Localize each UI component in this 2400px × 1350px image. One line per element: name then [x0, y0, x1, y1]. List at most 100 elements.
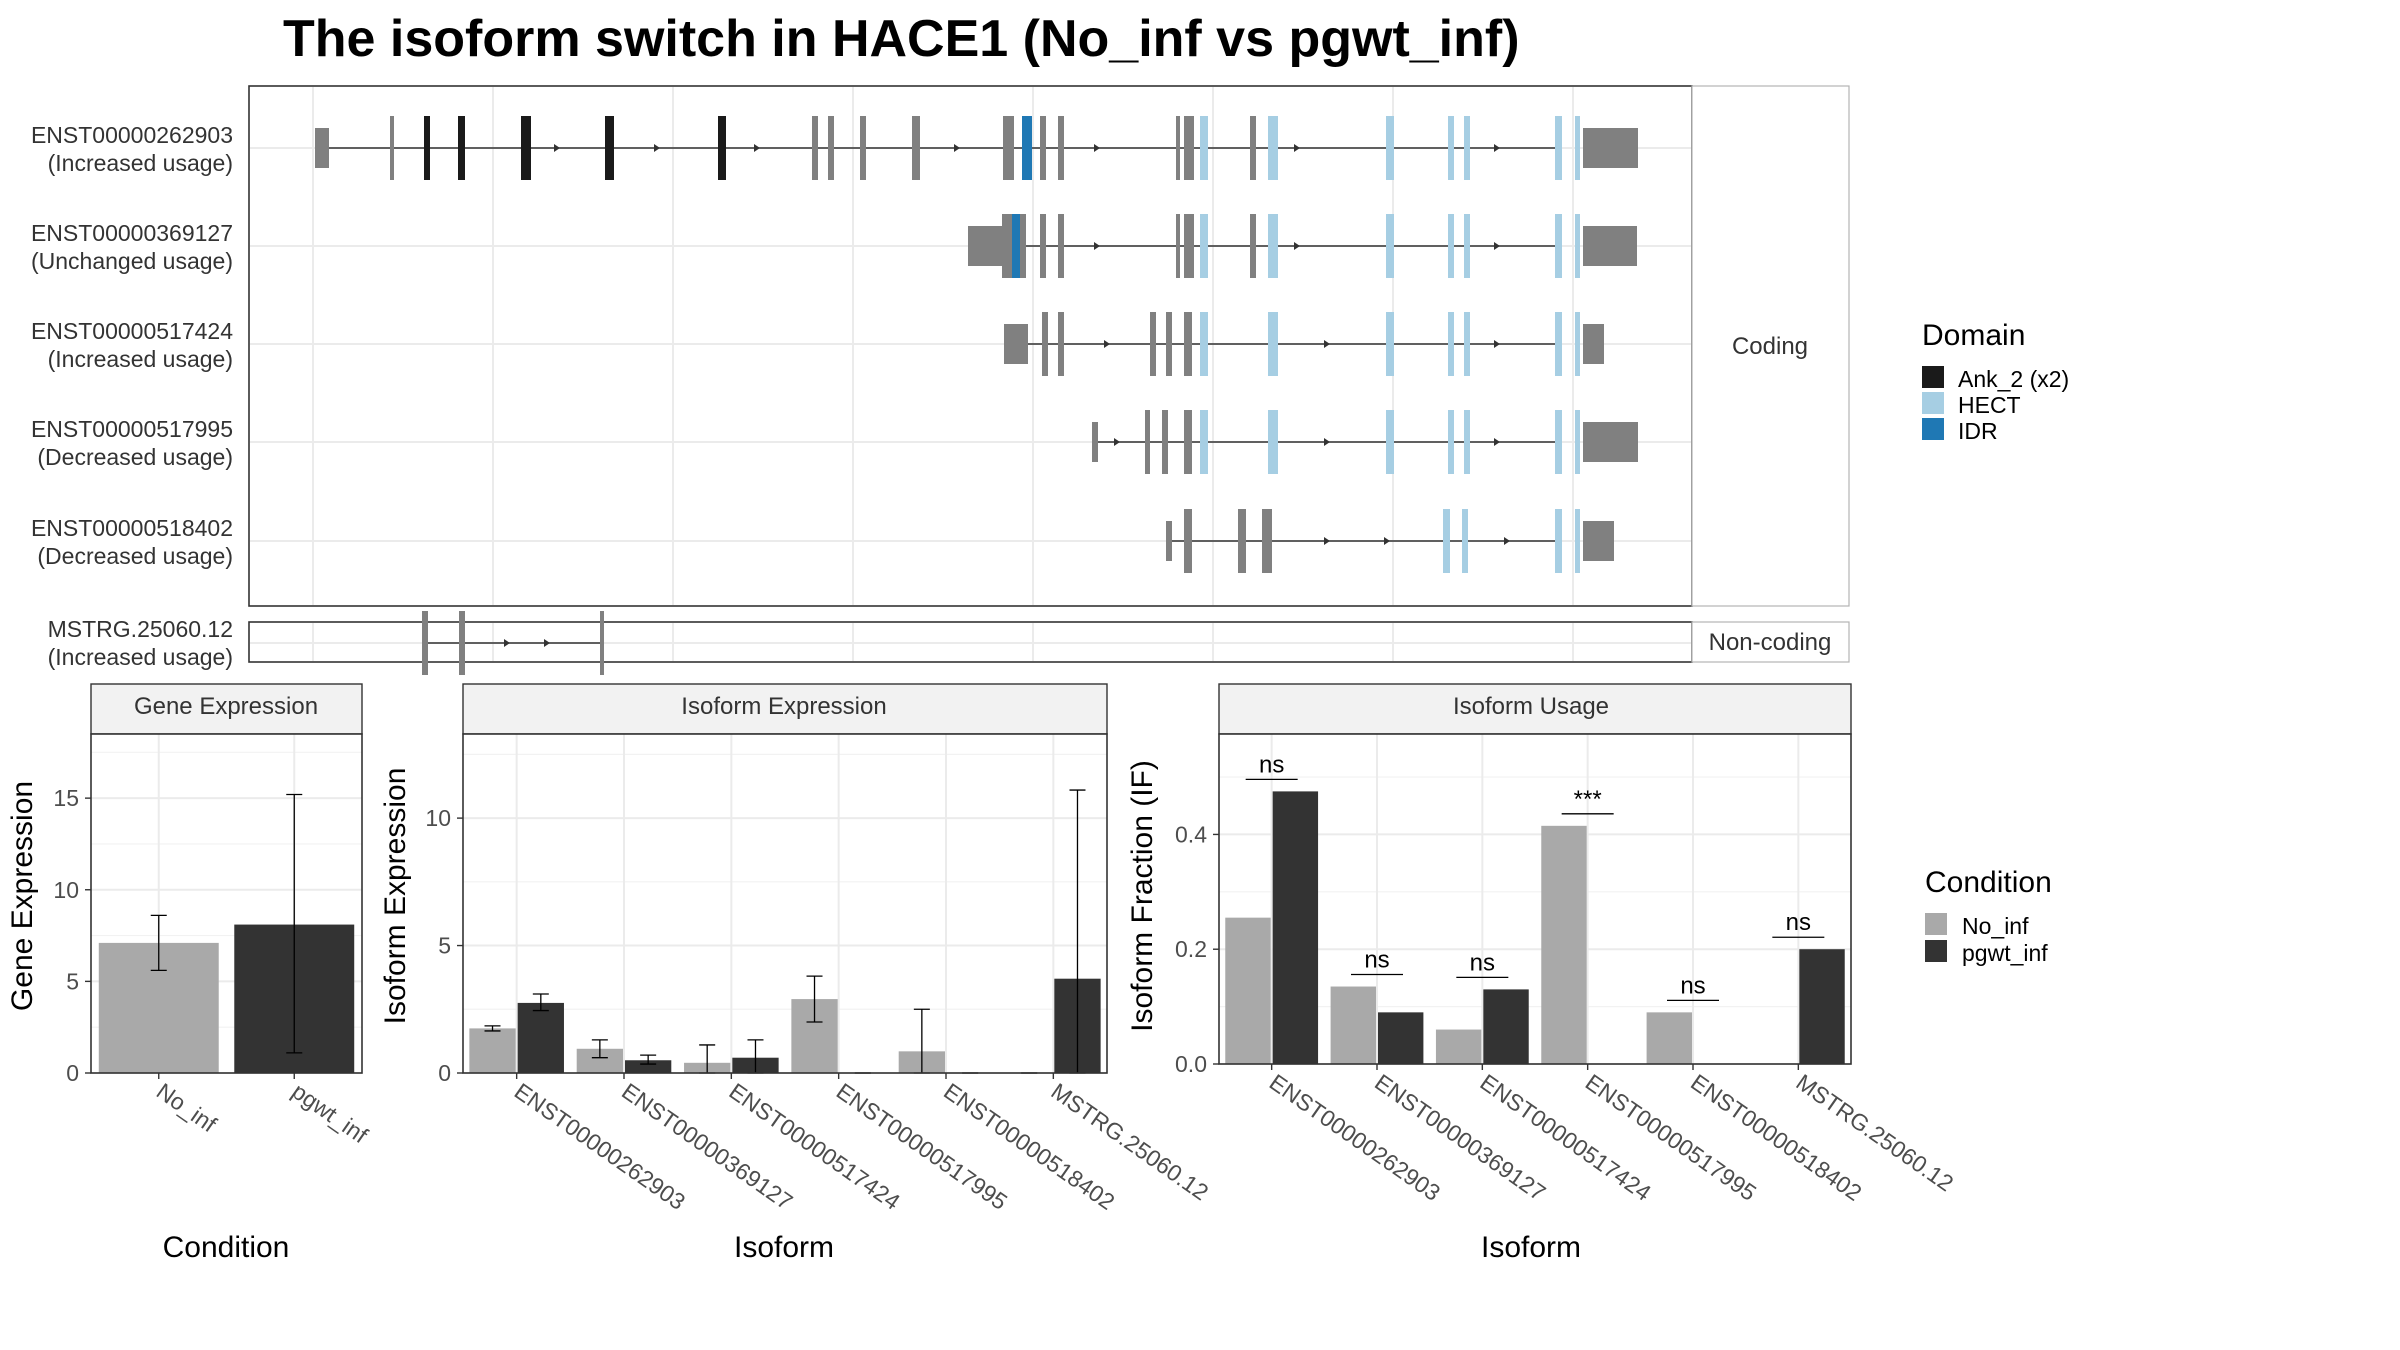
exon-block	[968, 226, 1002, 266]
isoform-label-6-usage: (Increased usage)	[48, 644, 233, 670]
x-tick-label: ENST00000262903	[510, 1078, 690, 1215]
exon-block	[1555, 410, 1562, 474]
y-tick-label: 0	[66, 1060, 79, 1086]
exon-block	[1176, 116, 1180, 180]
exon-block	[1200, 214, 1208, 278]
y-tick-label: 0	[438, 1060, 451, 1086]
exon-block	[1184, 116, 1194, 180]
direction-arrow	[1324, 537, 1330, 545]
exon-block	[1166, 312, 1172, 376]
direction-arrow	[554, 144, 560, 152]
exon-block	[1162, 410, 1168, 474]
panel-strip	[90, 683, 363, 735]
exon-block	[521, 116, 531, 180]
isoform-usage-x-label: Isoform	[1481, 1231, 1581, 1264]
significance-label: ***	[1574, 786, 1602, 813]
exon-block	[1058, 116, 1064, 180]
exon-block	[1250, 116, 1256, 180]
bar	[1330, 986, 1376, 1064]
exon-block	[1004, 324, 1028, 364]
bar	[1272, 791, 1319, 1064]
significance-label: ns	[1470, 949, 1495, 976]
exon-block	[1448, 214, 1454, 278]
legend-label-pgwt-inf: pgwt_inf	[1962, 940, 2048, 966]
exon-block	[1464, 214, 1470, 278]
exon-block	[1200, 116, 1208, 180]
gene-expression-strip-title: Gene Expression	[134, 693, 318, 720]
panel-border	[90, 733, 363, 1074]
significance-label: ns	[1364, 947, 1389, 974]
significance-label: ns	[1259, 751, 1284, 778]
exon-block	[1184, 410, 1192, 474]
legend-label-ank2: Ank_2 (x2)	[1958, 366, 2069, 392]
exon-block	[1268, 410, 1278, 474]
x-tick-label: ENST00000518402	[1686, 1069, 1866, 1206]
exon-block	[1464, 410, 1470, 474]
exon-block	[1448, 410, 1454, 474]
exon-block	[1268, 214, 1278, 278]
y-tick-label: 0.0	[1175, 1051, 1207, 1077]
isoform-label-1-id: ENST00000262903	[31, 122, 233, 148]
exon-block	[1012, 214, 1020, 278]
isoform-expression-strip-title: Isoform Expression	[681, 693, 886, 720]
exon-block	[1058, 214, 1064, 278]
panel-strip	[1218, 683, 1852, 735]
exon-block	[828, 116, 834, 180]
exon-block	[459, 611, 465, 675]
direction-arrow	[1384, 537, 1390, 545]
legend-swatch-pgwt-inf	[1925, 940, 1947, 962]
exon-block	[1042, 312, 1048, 376]
legend-label-hect: HECT	[1958, 392, 2021, 418]
condition-legend: Condition No_inf pgwt_inf	[1925, 866, 2052, 966]
isoform-label-3-usage: (Increased usage)	[48, 346, 233, 372]
panel-background	[463, 734, 1107, 1073]
exon-block	[1575, 214, 1580, 278]
y-tick-label: 10	[425, 805, 451, 831]
x-tick-label: ENST00000517995	[832, 1078, 1012, 1215]
isoform-usage-strip-title: Isoform Usage	[1453, 693, 1609, 720]
exon-block	[1386, 214, 1394, 278]
direction-arrow	[1324, 340, 1330, 348]
exon-block	[1250, 214, 1256, 278]
x-tick-label: ENST00000262903	[1265, 1069, 1445, 1206]
transcript-structure-panel: Coding Non-coding ENST00000262903 (Incre…	[31, 85, 1850, 675]
y-tick-label: 0.4	[1175, 821, 1207, 847]
direction-arrow	[1324, 438, 1330, 446]
direction-arrow	[1494, 340, 1500, 348]
x-tick-label: pgwt_inf	[287, 1078, 373, 1149]
isoform-label-1-usage: (Increased usage)	[48, 150, 233, 176]
direction-arrow	[1504, 537, 1510, 545]
direction-arrow	[654, 144, 660, 152]
exon-block	[1040, 214, 1046, 278]
isoform-label-5-id: ENST00000518402	[31, 515, 233, 541]
x-tick-label: ENST00000369127	[617, 1078, 797, 1215]
exon-block	[1583, 324, 1604, 364]
direction-arrow	[1494, 144, 1500, 152]
isoform-label-3-id: ENST00000517424	[31, 318, 233, 344]
legend-swatch-hect	[1922, 392, 1944, 414]
x-tick-label: ENST00000517995	[1581, 1069, 1761, 1206]
isoform-label-5-usage: (Decreased usage)	[37, 543, 233, 569]
exon-block	[1575, 116, 1580, 180]
exon-block	[1575, 410, 1580, 474]
exon-block	[1003, 116, 1014, 180]
x-tick-label: ENST00000518402	[939, 1078, 1119, 1215]
panel-border	[462, 733, 1108, 1074]
x-tick-label: ENST00000369127	[1370, 1069, 1550, 1206]
exon-block	[1058, 312, 1064, 376]
direction-arrow	[1294, 144, 1300, 152]
exon-block	[1145, 410, 1150, 474]
exon-block	[1583, 128, 1638, 168]
direction-arrow	[1104, 340, 1110, 348]
isoform-label-2-usage: (Unchanged usage)	[31, 248, 233, 274]
y-tick-label: 0.2	[1175, 936, 1207, 962]
exon-block	[1150, 312, 1156, 376]
isoform-label-4-usage: (Decreased usage)	[37, 444, 233, 470]
exon-block	[422, 611, 428, 675]
direction-arrow	[1294, 242, 1300, 250]
coding-strip	[1691, 85, 1850, 607]
exon-block	[812, 116, 818, 180]
exon-block	[1464, 312, 1470, 376]
coding-strip-label: Coding	[1732, 333, 1808, 360]
